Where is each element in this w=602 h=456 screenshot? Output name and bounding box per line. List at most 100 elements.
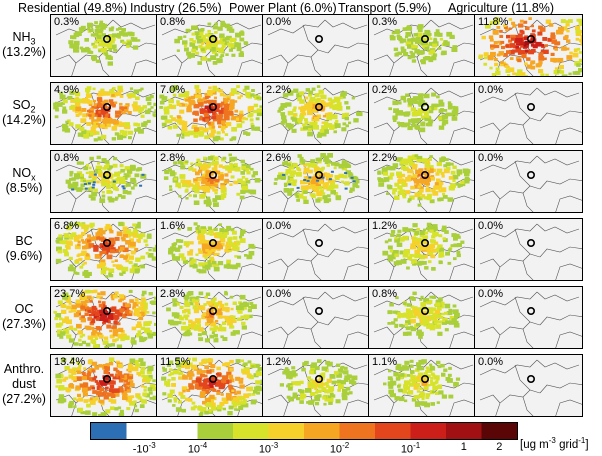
emission-cell bbox=[287, 90, 293, 95]
emission-cell bbox=[69, 90, 75, 95]
colorbar-unit: [ug m-3 grid-1] bbox=[520, 436, 589, 451]
emission-cell bbox=[245, 367, 250, 371]
emission-cell bbox=[490, 47, 494, 50]
negative-cell bbox=[92, 183, 96, 186]
emission-cell bbox=[503, 53, 508, 57]
emission-cell bbox=[123, 126, 128, 129]
emission-cell bbox=[317, 102, 322, 107]
emission-cell bbox=[451, 233, 457, 238]
emission-cell bbox=[316, 191, 323, 197]
emission-cell bbox=[220, 185, 226, 190]
emission-cell bbox=[229, 99, 235, 104]
emission-cell bbox=[224, 302, 229, 306]
emission-cell bbox=[241, 163, 247, 168]
emission-cell bbox=[443, 311, 448, 315]
emission-cell bbox=[234, 166, 241, 172]
emission-cell bbox=[197, 95, 202, 99]
map-panel-oc-residential: 23.7% bbox=[50, 286, 159, 349]
emission-cell bbox=[177, 116, 183, 121]
emission-cell bbox=[388, 389, 394, 395]
emission-cell bbox=[458, 183, 463, 187]
emission-cell bbox=[523, 75, 528, 76]
emission-cell bbox=[162, 392, 167, 396]
emission-cell bbox=[133, 359, 139, 365]
emission-cell bbox=[323, 104, 327, 107]
emission-cell bbox=[334, 192, 339, 196]
column-title-power: Power Plant (6.0%) bbox=[229, 1, 337, 15]
region-border bbox=[343, 59, 370, 76]
emission-cell bbox=[291, 373, 296, 377]
emission-cell bbox=[405, 386, 410, 390]
emission-cell bbox=[288, 161, 292, 165]
emission-cell bbox=[217, 175, 223, 180]
emission-cell bbox=[110, 399, 117, 404]
emission-cell bbox=[307, 103, 313, 108]
panel-percentage: 1.1% bbox=[372, 356, 398, 368]
emission-cell bbox=[112, 163, 118, 168]
emission-cell bbox=[212, 91, 217, 95]
emission-cell bbox=[146, 119, 151, 123]
emission-cell bbox=[448, 308, 453, 312]
emission-cell bbox=[341, 166, 348, 171]
emission-cell bbox=[287, 191, 293, 196]
emission-cell bbox=[54, 115, 59, 119]
row-name: NH bbox=[12, 29, 31, 44]
emission-cell bbox=[411, 236, 415, 240]
emission-cell bbox=[409, 379, 413, 382]
emission-cell bbox=[220, 189, 225, 193]
emission-cell bbox=[246, 132, 250, 136]
region-border bbox=[514, 364, 531, 391]
emission-cell bbox=[239, 110, 244, 114]
region-border bbox=[324, 291, 368, 302]
emission-cell bbox=[528, 49, 534, 55]
emission-cell bbox=[60, 331, 66, 336]
emission-cell bbox=[449, 246, 453, 250]
emission-cell bbox=[208, 86, 212, 90]
emission-cell bbox=[311, 117, 317, 122]
emission-cell bbox=[204, 256, 208, 260]
emission-cell bbox=[218, 164, 223, 168]
emission-cell bbox=[443, 109, 448, 112]
emission-cell bbox=[77, 240, 81, 244]
emission-cell bbox=[250, 400, 257, 405]
emission-cell bbox=[53, 102, 57, 106]
emission-cell bbox=[123, 390, 128, 394]
emission-cell bbox=[213, 227, 218, 232]
emission-cell bbox=[566, 29, 570, 33]
emission-cell bbox=[520, 50, 526, 55]
emission-cell bbox=[274, 177, 278, 181]
emission-cell bbox=[240, 400, 246, 405]
emission-cell bbox=[352, 183, 358, 188]
emission-cell bbox=[138, 89, 142, 92]
emission-cell bbox=[317, 394, 322, 398]
emission-cell bbox=[500, 61, 506, 67]
emission-cell bbox=[236, 408, 240, 411]
emission-cell bbox=[216, 391, 221, 395]
region-border bbox=[267, 19, 326, 36]
emission-cell bbox=[135, 96, 140, 101]
emission-cell bbox=[304, 103, 310, 109]
emission-cell bbox=[64, 128, 71, 133]
emission-cell bbox=[291, 128, 297, 133]
emission-cell bbox=[90, 112, 95, 117]
emission-cell bbox=[333, 130, 337, 134]
emission-cell bbox=[285, 169, 292, 174]
emission-cell bbox=[416, 238, 422, 243]
emission-cell bbox=[343, 174, 348, 179]
map-panel-nox-residential: 0.8% bbox=[50, 150, 159, 213]
emission-cell bbox=[204, 95, 209, 99]
emission-cell bbox=[89, 361, 93, 365]
emission-cell bbox=[212, 376, 218, 381]
emission-cell bbox=[87, 370, 91, 374]
emission-cell bbox=[517, 58, 522, 63]
emission-cell bbox=[137, 321, 142, 325]
emission-cell bbox=[88, 243, 95, 248]
region-border bbox=[310, 56, 322, 76]
emission-cell bbox=[445, 320, 450, 325]
emission-cell bbox=[558, 65, 564, 70]
region-border bbox=[112, 19, 156, 30]
emission-cell bbox=[224, 133, 229, 136]
emission-cell bbox=[286, 395, 291, 399]
emission-cell bbox=[69, 236, 74, 240]
emission-cell bbox=[218, 109, 224, 114]
